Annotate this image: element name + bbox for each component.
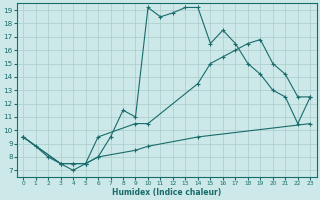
X-axis label: Humidex (Indice chaleur): Humidex (Indice chaleur) <box>112 188 221 197</box>
